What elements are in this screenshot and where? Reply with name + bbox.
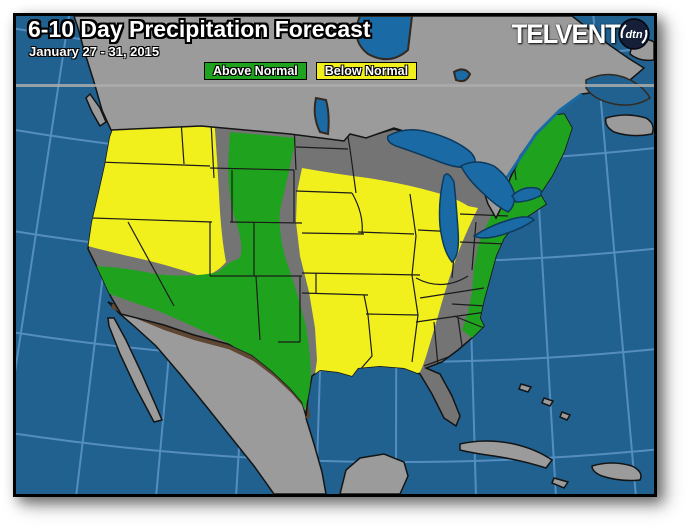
mexico: [107, 301, 409, 494]
brand-logo: TELVENT dtn: [506, 18, 650, 50]
forecast-map-image: 6-10 Day Precipitation Forecast January …: [13, 13, 657, 497]
jamaica: [551, 477, 570, 489]
region-below-normal-east: [296, 168, 478, 382]
lake-huron: [460, 161, 516, 213]
hudson-bay: [355, 16, 414, 61]
great-lakes: [386, 129, 543, 264]
region-above-normal-west: [88, 132, 311, 412]
dtn-badge-icon: dtn: [618, 18, 650, 50]
legend: Above Normal Below Normal: [204, 62, 418, 80]
svg-text:dtn: dtn: [625, 29, 642, 41]
forecast-map: [16, 16, 654, 494]
canadian-lakes: [313, 16, 472, 136]
cuba: [459, 440, 554, 469]
lake-winnipeg: [313, 96, 330, 136]
legend-below-normal: Below Normal: [315, 62, 418, 80]
yucatan: [339, 453, 409, 494]
st-lawrence-river: [502, 92, 583, 183]
separator-line: [16, 84, 654, 87]
region-below-normal-northwest: [88, 114, 226, 276]
lake-michigan: [438, 173, 460, 264]
lake-erie: [472, 216, 536, 239]
region-above-normal-east: [462, 114, 572, 338]
brand-name: TELVENT: [511, 18, 621, 49]
bahamas: [518, 383, 572, 421]
hispaniola: [591, 462, 642, 482]
legend-above-normal: Above Normal: [204, 62, 307, 80]
date-range: January 27 - 31, 2015: [29, 44, 160, 59]
baja-california: [107, 317, 164, 423]
small-lake: [452, 68, 472, 83]
nova-scotia: [604, 114, 654, 137]
gulf-of-st-lawrence: [585, 73, 651, 106]
vancouver-island: [85, 92, 107, 128]
lake-ontario: [511, 186, 543, 203]
page-title: 6-10 Day Precipitation Forecast: [28, 16, 371, 42]
islands: [85, 38, 654, 489]
